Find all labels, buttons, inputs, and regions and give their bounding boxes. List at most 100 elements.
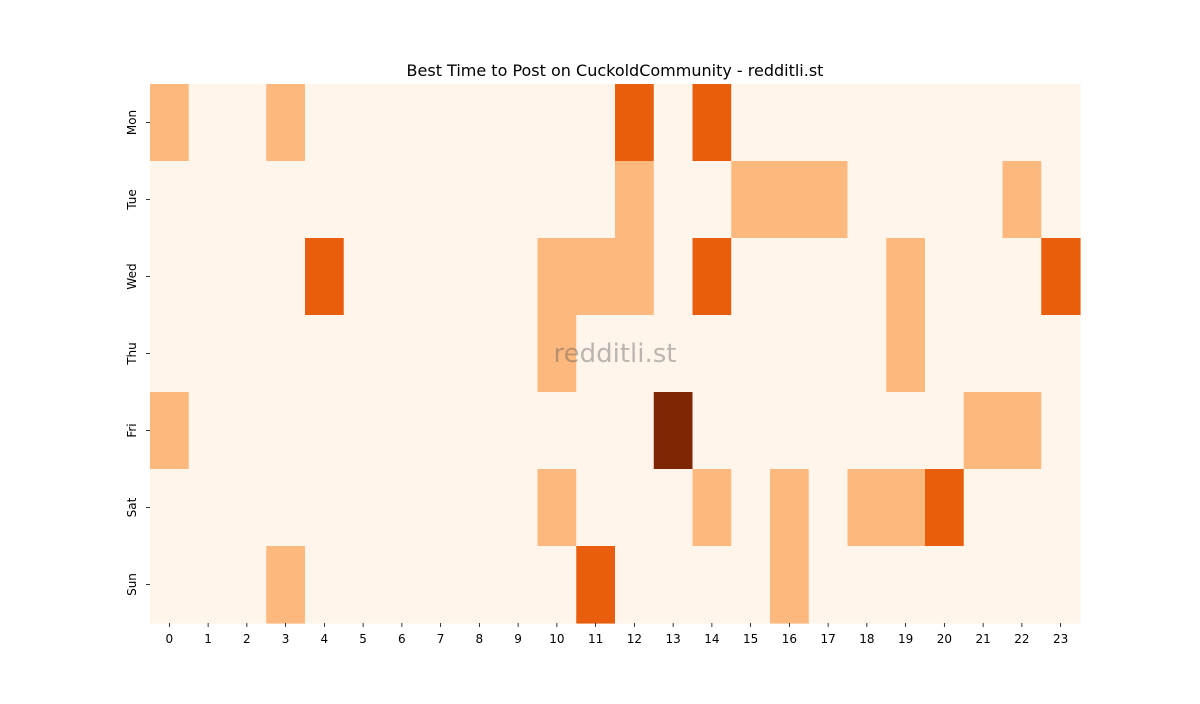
heatmap-cell-tue-14 [692, 161, 732, 239]
x-tick-label: 3 [282, 632, 290, 646]
x-tick-label: 19 [898, 632, 913, 646]
x-tick-label: 18 [859, 632, 874, 646]
heatmap-cell-tue-3 [266, 161, 306, 239]
heatmap-cell-fri-18 [847, 392, 887, 470]
heatmap-cell-sat-19 [886, 469, 926, 547]
y-tick-label: Thu [125, 342, 139, 366]
heatmap-cell-sun-19 [886, 546, 926, 624]
x-tick-label: 2 [243, 632, 251, 646]
heatmap-cell-wed-11 [576, 238, 616, 316]
heatmap-cell-wed-13 [653, 238, 694, 316]
x-tick-label: 20 [937, 632, 952, 646]
heatmap-cell-thu-3 [266, 315, 306, 393]
heatmap-cell-sun-11 [576, 546, 616, 624]
heatmap-cell-tue-2 [227, 161, 267, 239]
heatmap-cell-wed-15 [731, 238, 771, 316]
x-tick-label: 6 [398, 632, 406, 646]
heatmap-cell-mon-21 [963, 84, 1004, 162]
heatmap-cell-thu-23 [1041, 315, 1081, 393]
heatmap-cell-mon-13 [653, 84, 694, 162]
heatmap-cell-tue-7 [421, 161, 461, 239]
x-tick-label: 8 [476, 632, 484, 646]
heatmap-cell-tue-4 [305, 161, 345, 239]
heatmap-cell-tue-10 [537, 161, 577, 239]
heatmap-cell-thu-0 [150, 315, 190, 393]
heatmap-cell-fri-7 [421, 392, 461, 470]
heatmap-cell-fri-23 [1041, 392, 1081, 470]
heatmap-cell-tue-0 [150, 161, 190, 239]
heatmap-cell-sun-18 [847, 546, 887, 624]
x-tick-label: 0 [166, 632, 174, 646]
heatmap-cell-mon-1 [188, 84, 229, 162]
heatmap-cell-sat-2 [227, 469, 267, 547]
heatmap-cell-sun-6 [382, 546, 422, 624]
x-tick-label: 1 [204, 632, 212, 646]
heatmap-cell-wed-0 [150, 238, 190, 316]
heatmap-cell-sun-13 [653, 546, 694, 624]
heatmap-cell-fri-10 [537, 392, 577, 470]
heatmap-cell-tue-5 [343, 161, 384, 239]
heatmap-cell-thu-14 [692, 315, 732, 393]
y-axis: Mon Tue Wed Thu Fri Sat Sun [125, 110, 150, 596]
heatmap-cell-fri-9 [498, 392, 539, 470]
chart-title: Best Time to Post on CuckoldCommunity - … [407, 61, 824, 80]
heatmap-cell-sat-12 [615, 469, 655, 547]
heatmap-cell-fri-11 [576, 392, 616, 470]
heatmap-cell-wed-6 [382, 238, 422, 316]
heatmap-cell-mon-2 [227, 84, 267, 162]
heatmap-cell-mon-19 [886, 84, 926, 162]
heatmap-cell-mon-4 [305, 84, 345, 162]
heatmap-cell-fri-1 [188, 392, 229, 470]
heatmap-cell-thu-16 [770, 315, 810, 393]
heatmap-cell-mon-20 [925, 84, 965, 162]
heatmap-cell-sat-22 [1002, 469, 1042, 547]
heatmap-cell-sat-23 [1041, 469, 1081, 547]
heatmap-cell-thu-12 [615, 315, 655, 393]
heatmap-cell-wed-8 [460, 238, 500, 316]
heatmap-cell-sat-20 [925, 469, 965, 547]
heatmap-cell-sun-5 [343, 546, 384, 624]
heatmap-cell-sun-7 [421, 546, 461, 624]
x-tick-label: 9 [514, 632, 522, 646]
heatmap-cell-sun-17 [808, 546, 849, 624]
y-tick-label: Sun [125, 573, 139, 596]
heatmap-cell-sat-15 [731, 469, 771, 547]
heatmap-cell-sun-0 [150, 546, 190, 624]
heatmap-cell-fri-17 [808, 392, 849, 470]
heatmap-cell-mon-0 [150, 84, 190, 162]
heatmap-cell-mon-9 [498, 84, 539, 162]
heatmap-cell-thu-13 [653, 315, 694, 393]
heatmap-cell-thu-6 [382, 315, 422, 393]
heatmap-cell-sat-4 [305, 469, 345, 547]
heatmap-cell-mon-22 [1002, 84, 1042, 162]
heatmap-cell-tue-18 [847, 161, 887, 239]
x-tick-label: 11 [588, 632, 603, 646]
heatmap-cell-wed-20 [925, 238, 965, 316]
heatmap-cell-thu-7 [421, 315, 461, 393]
heatmap-cell-fri-13 [653, 392, 694, 470]
heatmap-cell-mon-15 [731, 84, 771, 162]
heatmap-cell-sat-18 [847, 469, 887, 547]
x-tick-label: 22 [1014, 632, 1029, 646]
heatmap-cell-wed-18 [847, 238, 887, 316]
heatmap-cell-mon-7 [421, 84, 461, 162]
heatmap-cell-thu-1 [188, 315, 229, 393]
heatmap-cell-sun-2 [227, 546, 267, 624]
heatmap-cell-thu-20 [925, 315, 965, 393]
heatmap-cell-mon-12 [615, 84, 655, 162]
heatmap-cell-thu-10 [537, 315, 577, 393]
heatmap-cell-wed-9 [498, 238, 539, 316]
heatmap-cell-fri-6 [382, 392, 422, 470]
heatmap-cell-mon-16 [770, 84, 810, 162]
heatmap-cell-sun-4 [305, 546, 345, 624]
heatmap-cell-sat-5 [343, 469, 384, 547]
heatmap-cell-mon-6 [382, 84, 422, 162]
heatmap-cell-mon-17 [808, 84, 849, 162]
heatmap-cell-tue-21 [963, 161, 1004, 239]
heatmap-cell-sun-9 [498, 546, 539, 624]
heatmap-cell-fri-4 [305, 392, 345, 470]
heatmap-cell-thu-8 [460, 315, 500, 393]
x-tick-label: 7 [437, 632, 445, 646]
heatmap-cell-sat-16 [770, 469, 810, 547]
